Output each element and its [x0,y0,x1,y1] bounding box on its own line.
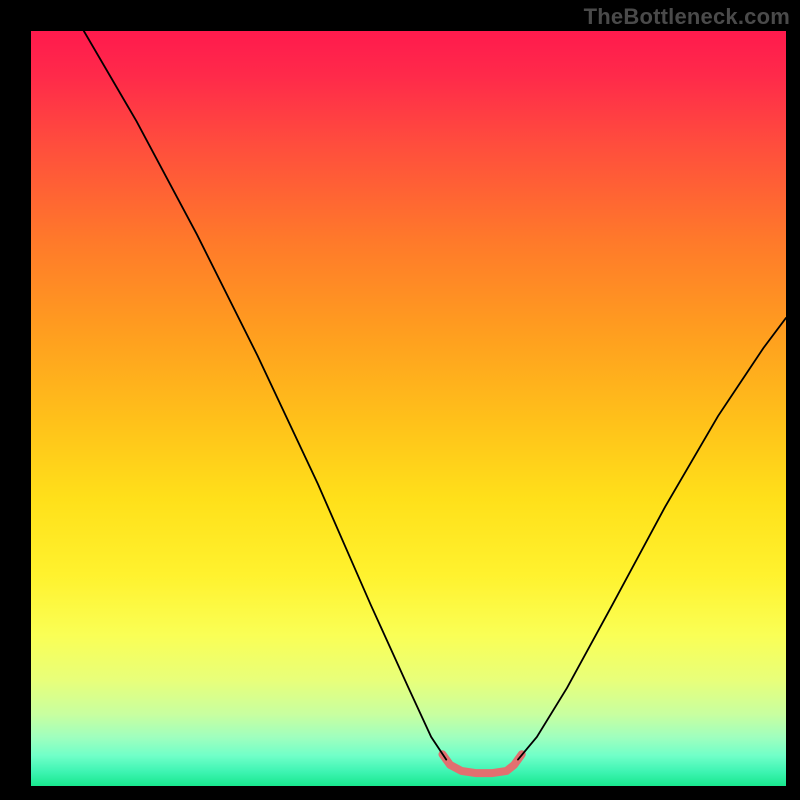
bottleneck-chart [0,0,800,800]
watermark-text: TheBottleneck.com [584,4,790,30]
chart-gradient-bg [31,31,786,786]
